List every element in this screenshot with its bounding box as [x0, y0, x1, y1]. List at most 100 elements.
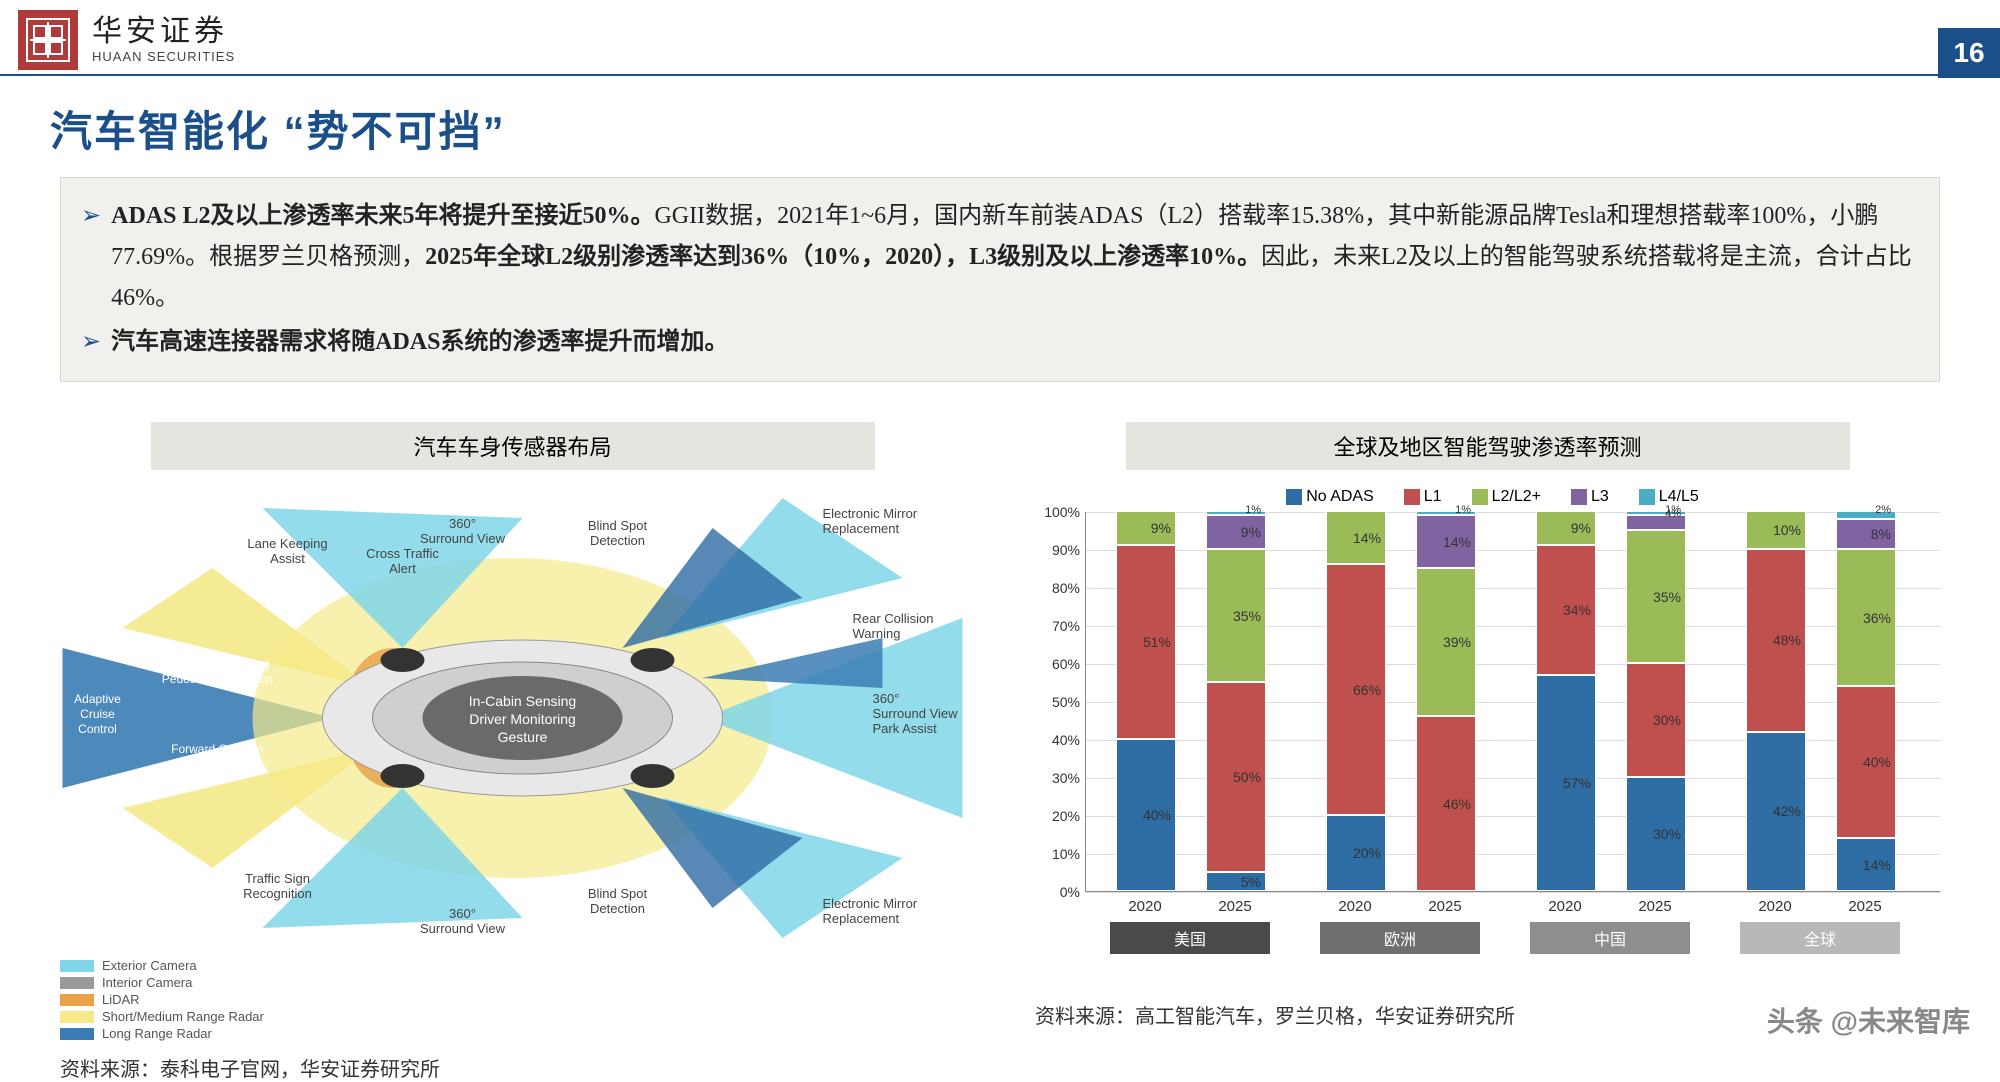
- chart-bar-segment: 30%: [1626, 777, 1686, 891]
- left-panel: 汽车车身传感器布局: [60, 422, 965, 1082]
- chart-bar: 1%14%39%46%: [1416, 511, 1476, 891]
- chart-bar-value: 35%: [1233, 608, 1261, 624]
- chart-bar-segment: 9%: [1206, 515, 1266, 549]
- chart-ytick: 100%: [1036, 504, 1080, 520]
- chart-bar-segment: 35%: [1206, 549, 1266, 682]
- chart-region-label: 全球: [1740, 922, 1900, 954]
- chart-bar-value: 9%: [1151, 520, 1171, 536]
- chart-xlabel-year: 2025: [1620, 898, 1690, 915]
- chart-bar-value: 51%: [1143, 634, 1171, 650]
- left-panel-title: 汽车车身传感器布局: [151, 422, 875, 470]
- diagram-center-label: In-Cabin Sensing: [469, 693, 576, 709]
- chart-bar-segment: 2%: [1836, 511, 1896, 519]
- chart-bar-segment: 57%: [1536, 675, 1596, 892]
- bullet-box: ➢ ADAS L2及以上渗透率未来5年将提升至接近50%。GGII数据，2021…: [60, 177, 1940, 382]
- chart-bar-value: 40%: [1143, 807, 1171, 823]
- chart-bar-value: 20%: [1353, 845, 1381, 861]
- legend-label: Long Range Radar: [102, 1026, 212, 1041]
- svg-text:Warning: Warning: [853, 626, 901, 641]
- adas-penetration-chart: No ADASL1L2/L2+L3L4/L5 0%10%20%30%40%50%…: [1035, 488, 1940, 988]
- chart-bar-value: 66%: [1353, 682, 1381, 698]
- chart-ytick: 0%: [1036, 884, 1080, 900]
- chart-bar-segment: 30%: [1626, 663, 1686, 777]
- chart-bar-segment: 14%: [1836, 838, 1896, 891]
- chart-bar-segment: 46%: [1416, 716, 1476, 891]
- chart-bar-segment: 14%: [1326, 511, 1386, 564]
- legend-swatch: [60, 960, 94, 972]
- svg-text:Detection: Detection: [590, 533, 645, 548]
- svg-text:Assist: Assist: [270, 551, 305, 566]
- content-row: 汽车车身传感器布局: [60, 422, 1940, 1082]
- chart-bar: 1%4%35%30%30%: [1626, 511, 1686, 891]
- svg-text:Traffic Sign: Traffic Sign: [245, 871, 310, 886]
- chart-bar: 14% 66% 20%: [1326, 511, 1386, 891]
- legend-swatch: [60, 994, 94, 1006]
- chart-bar-value: 30%: [1653, 712, 1681, 728]
- diagram-legend: Exterior CameraInterior CameraLiDARShort…: [60, 958, 965, 1041]
- svg-text:Pedestrian Detection: Pedestrian Detection: [162, 672, 273, 686]
- chart-legend-item: L4/L5: [1629, 488, 1699, 505]
- chart-bar-value: 39%: [1443, 634, 1471, 650]
- legend-swatch: [60, 977, 94, 989]
- svg-text:Surround View: Surround View: [873, 706, 959, 721]
- chart-bar-value: 42%: [1773, 803, 1801, 819]
- chart-bar-value: 8%: [1871, 526, 1891, 542]
- svg-text:Detection: Detection: [590, 901, 645, 916]
- chart-xlabel-year: 2020: [1530, 898, 1600, 915]
- brand-name-en: HUAAN SECURITIES: [92, 49, 235, 64]
- chart-bar-value: 2%: [1875, 504, 1891, 516]
- svg-text:Replacement: Replacement: [823, 521, 900, 536]
- svg-text:Forward Collision: Forward Collision: [171, 742, 264, 756]
- svg-text:Park Assist: Park Assist: [873, 721, 938, 736]
- chart-bar: 9% 51% 40%: [1116, 511, 1176, 891]
- brand-logo: [18, 10, 78, 70]
- chart-bar-segment: 35%: [1626, 530, 1686, 663]
- svg-text:Control: Control: [78, 722, 117, 736]
- chart-bar-segment: 51%: [1116, 545, 1176, 739]
- bullet-bold: 汽车高速连接器需求将随ADAS系统的渗透率提升而增加。: [111, 329, 728, 355]
- chart-bar-segment: 14%: [1416, 515, 1476, 568]
- chart-region-label: 美国: [1110, 922, 1270, 954]
- chart-xlabel-year: 2025: [1200, 898, 1270, 915]
- chart-ytick: 50%: [1036, 694, 1080, 710]
- chart-bar-segment: 8%: [1836, 519, 1896, 549]
- bullet-bold: ADAS L2及以上渗透率未来5年将提升至接近50%。: [111, 203, 654, 229]
- legend-row: Exterior Camera: [60, 958, 965, 973]
- chart-bar-segment: 4%: [1626, 515, 1686, 530]
- chart-bar-value: 46%: [1443, 796, 1471, 812]
- legend-swatch: [60, 1011, 94, 1023]
- svg-text:Electronic Mirror: Electronic Mirror: [823, 506, 918, 521]
- chart-legend-swatch: [1404, 489, 1420, 505]
- chart-bar: 9% 34% 57%: [1536, 511, 1596, 891]
- chart-region-label: 中国: [1530, 922, 1690, 954]
- svg-text:360°: 360°: [449, 516, 476, 531]
- chart-legend-item: L2/L2+: [1462, 488, 1541, 505]
- chart-bar-segment: 39%: [1416, 568, 1476, 716]
- chart-legend-item: No ADAS: [1276, 488, 1374, 505]
- chart-bar-segment: 9%: [1536, 511, 1596, 545]
- chart-bar-value: 10%: [1773, 522, 1801, 538]
- chart-ytick: 70%: [1036, 618, 1080, 634]
- chart-ytick: 60%: [1036, 656, 1080, 672]
- chart-bar-value: 36%: [1863, 610, 1891, 626]
- header: 华安证券 HUAAN SECURITIES 16: [0, 0, 2000, 70]
- chart-bar: 10% 48% 42%: [1746, 511, 1806, 891]
- svg-text:Cross Traffic: Cross Traffic: [366, 546, 439, 561]
- bullet-text: 汽车高速连接器需求将随ADAS系统的渗透率提升而增加。: [111, 322, 728, 363]
- legend-swatch: [60, 1028, 94, 1040]
- chart-bar-value: 48%: [1773, 632, 1801, 648]
- chart-ytick: 20%: [1036, 808, 1080, 824]
- svg-text:360°: 360°: [873, 691, 900, 706]
- bullet-item: ➢ 汽车高速连接器需求将随ADAS系统的渗透率提升而增加。: [81, 322, 1919, 363]
- legend-label: Exterior Camera: [102, 958, 197, 973]
- chart-bar-value: 9%: [1241, 524, 1261, 540]
- chart-plot-area: 0%10%20%30%40%50%60%70%80%90%100%9%51%40…: [1085, 512, 1940, 892]
- brand-name-cn: 华安证券: [92, 17, 235, 47]
- chart-bar-segment: 42%: [1746, 732, 1806, 892]
- chart-bar-segment: 5%: [1206, 872, 1266, 891]
- chart-bar-segment: 50%: [1206, 682, 1266, 872]
- legend-label: Interior Camera: [102, 975, 192, 990]
- chart-bar-value: 34%: [1563, 602, 1591, 618]
- chart-xlabel-year: 2020: [1740, 898, 1810, 915]
- bullet-arrow-icon: ➢: [81, 322, 101, 363]
